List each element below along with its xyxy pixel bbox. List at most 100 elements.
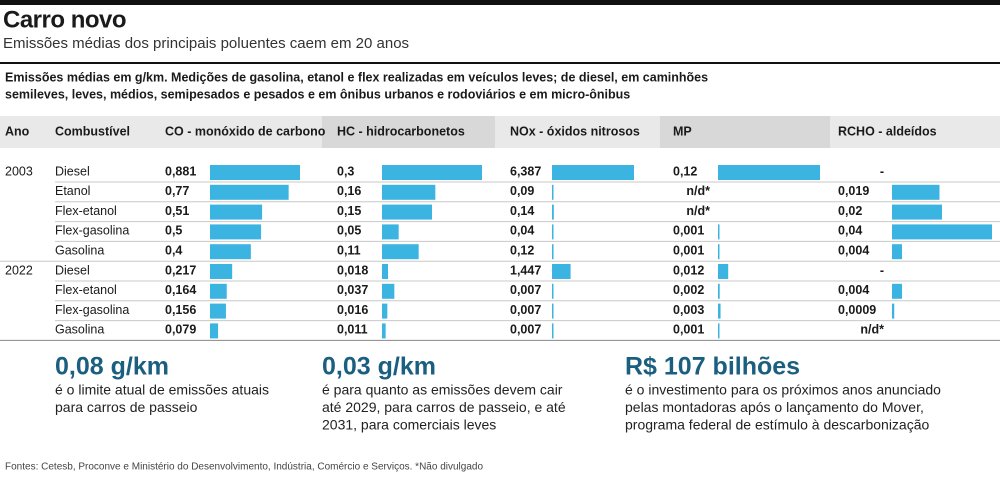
bar: [382, 303, 388, 319]
cell-value: 0,09: [510, 184, 534, 198]
highlight-text: para carros de passeio: [55, 399, 198, 415]
header-shade: [322, 116, 495, 148]
bar: [718, 224, 720, 240]
bar: [552, 224, 554, 240]
bar: [552, 165, 634, 180]
cell-value: 0,007: [510, 303, 541, 317]
bar: [382, 224, 399, 240]
cell-value: 0,51: [165, 204, 189, 218]
cell-value: 0,004: [838, 283, 869, 297]
cell-value: 0,004: [838, 243, 869, 257]
bar: [210, 184, 289, 200]
highlight-text: é o investimento para os próximos anos a…: [625, 382, 941, 398]
cell-value: 0,881: [165, 164, 196, 178]
bar: [210, 204, 263, 220]
bar: [210, 224, 262, 240]
cell-value: 0,04: [838, 224, 862, 238]
bar: [552, 204, 554, 220]
cell-value: n/d*: [686, 184, 710, 198]
bar: [382, 184, 436, 200]
cell-value: -: [880, 263, 884, 277]
cell-value: 0,5: [165, 224, 182, 238]
cell-value: 0,002: [673, 283, 704, 297]
bar: [210, 323, 219, 339]
cell-value: n/d*: [860, 323, 884, 337]
column-header: Ano: [5, 124, 30, 138]
source: Fontes: Cetesb, Proconve e Ministério do…: [5, 462, 483, 473]
bar: [210, 283, 227, 299]
fuel: Flex-etanol: [55, 204, 117, 218]
cell-value: 0,4: [165, 243, 182, 257]
cell-value: 0,164: [165, 283, 196, 297]
cell-value: 0,11: [337, 243, 361, 257]
highlight-text: é para quanto as emissões devem cair: [322, 382, 563, 398]
column-header: CO - monóxido de carbono: [165, 124, 326, 138]
cell-value: 0,001: [673, 224, 704, 238]
fuel: Diesel: [55, 164, 90, 178]
column-header: RCHO - aldeídos: [838, 124, 937, 138]
highlight-text: até 2029, para carros de passeio, e até: [322, 399, 566, 415]
bar: [892, 244, 902, 260]
note: semileves, leves, médios, semipesados e …: [5, 87, 630, 101]
bar: [552, 184, 554, 200]
bar: [718, 303, 721, 319]
fuel: Flex-gasolina: [55, 303, 129, 317]
cell-value: 0,156: [165, 303, 196, 317]
cell-value: 0,018: [337, 263, 368, 277]
fuel: Gasolina: [55, 243, 104, 257]
cell-value: 0,217: [165, 263, 196, 277]
bar: [718, 283, 720, 299]
cell-value: 0,001: [673, 323, 704, 337]
bar: [552, 303, 554, 319]
column-header: HC - hidrocarbonetos: [337, 124, 465, 138]
year: 2022: [5, 263, 33, 277]
year: 2003: [5, 164, 33, 178]
cell-value: 0,12: [510, 243, 534, 257]
cell-value: -: [880, 164, 884, 178]
fuel: Flex-gasolina: [55, 224, 129, 238]
bar: [382, 244, 419, 260]
fuel: Etanol: [55, 184, 90, 198]
title: Carro novo: [3, 6, 126, 33]
column-header: MP: [673, 124, 692, 138]
cell-value: 0,037: [337, 283, 368, 297]
bar: [382, 264, 388, 279]
bar: [892, 224, 992, 240]
cell-value: 1,447: [510, 263, 541, 277]
cell-value: 0,012: [673, 263, 704, 277]
bar: [210, 165, 300, 180]
highlight-text: 2031, para comerciais leves: [322, 417, 496, 433]
bar: [382, 165, 482, 180]
cell-value: 0,12: [673, 164, 697, 178]
bar: [892, 184, 940, 200]
bar: [210, 264, 233, 279]
bar: [718, 165, 820, 180]
cell-value: 0,05: [337, 224, 361, 238]
bar: [210, 244, 251, 260]
highlight-figure: 0,08 g/km: [55, 353, 169, 381]
bar: [552, 323, 554, 339]
header-shade: [660, 116, 830, 148]
bar: [210, 303, 226, 319]
column-header: Combustível: [55, 124, 130, 138]
fuel: Gasolina: [55, 323, 104, 337]
cell-value: 0,007: [510, 283, 541, 297]
bar: [718, 244, 720, 260]
bar: [892, 283, 902, 299]
cell-value: 0,001: [673, 243, 704, 257]
highlight-figure: R$ 107 bilhões: [625, 353, 800, 381]
bar: [552, 264, 571, 279]
bar: [552, 283, 554, 299]
cell-value: 0,007: [510, 323, 541, 337]
highlight-figure: 0,03 g/km: [322, 353, 436, 381]
cell-value: 0,019: [838, 184, 869, 198]
cell-value: 0,003: [673, 303, 704, 317]
column-header: NOx - óxidos nitrosos: [510, 124, 640, 138]
bar: [892, 303, 895, 319]
bar: [382, 204, 432, 220]
cell-value: 0,16: [337, 184, 361, 198]
subtitle: Emissões médias dos principais poluentes…: [3, 35, 409, 52]
bar: [382, 283, 395, 299]
highlight-text: é o limite atual de emissões atuais: [55, 382, 269, 398]
